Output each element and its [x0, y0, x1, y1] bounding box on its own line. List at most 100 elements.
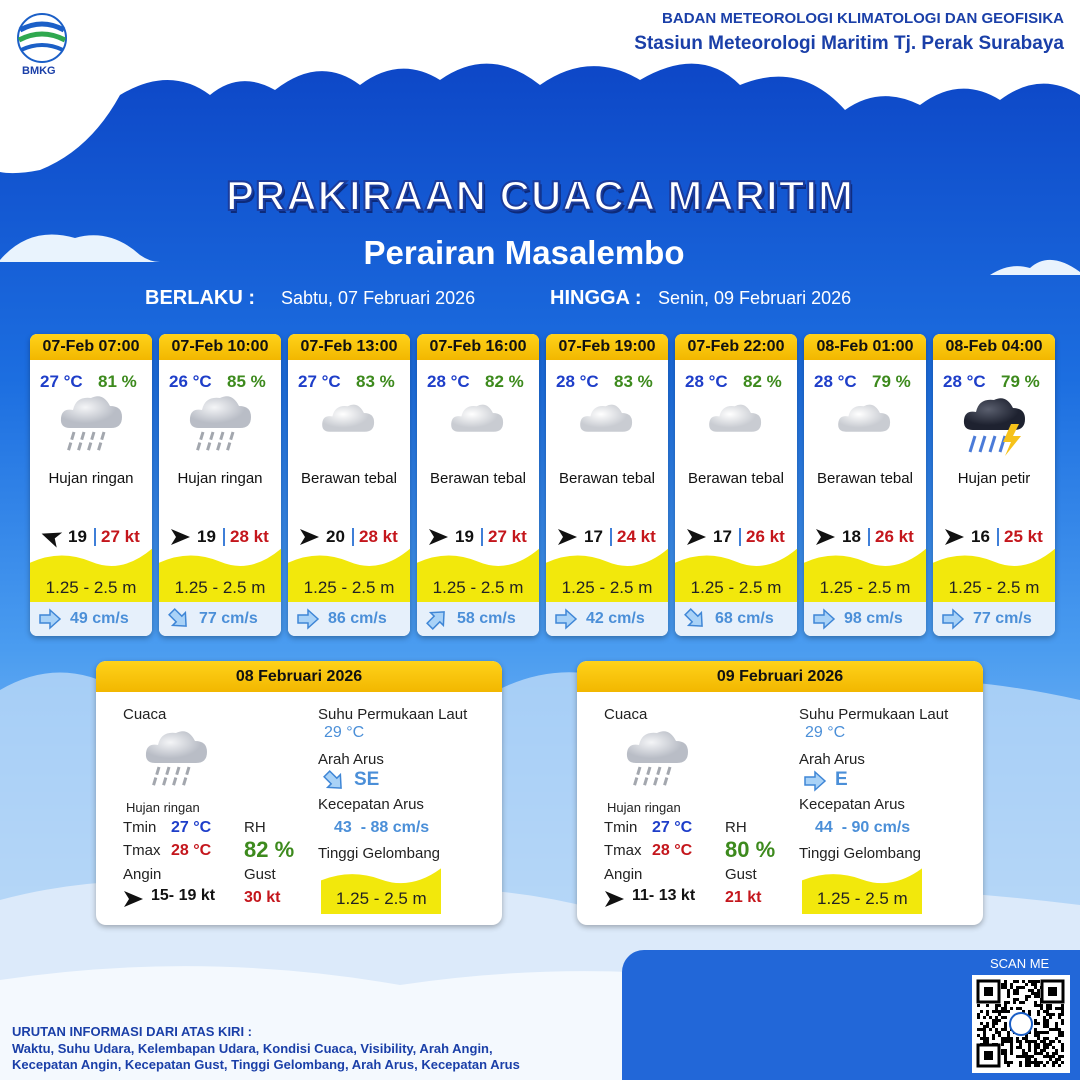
- forecast-card: 08-Feb 04:00 28 °C 79 % Hujan petir 16 25 kt 1…: [933, 334, 1055, 636]
- wind-label: Angin: [123, 866, 162, 883]
- footer-line: Waktu, Suhu Udara, Kelembapan Udara, Kon…: [12, 1041, 493, 1056]
- humidity: 85 %: [227, 372, 266, 391]
- current-arrow: [426, 611, 445, 630]
- weather-condition: Hujan ringan: [177, 470, 263, 487]
- current-speed: 86 cm/s: [328, 610, 387, 627]
- wind-arrow: [171, 529, 190, 545]
- valid-to: Senin, 09 Februari 2026: [658, 288, 852, 308]
- wind-range: 15- 19 kt: [151, 887, 216, 904]
- sst: 29 °C: [324, 724, 365, 741]
- forecast-card: 07-Feb 22:00 28 °C 82 % Berawan tebal 17 26 k…: [675, 334, 797, 636]
- humidity: 82 %: [743, 372, 782, 391]
- humidity: 83 %: [614, 372, 653, 391]
- gust-speed: 27 kt: [488, 527, 527, 546]
- current-speed: 68 cm/s: [715, 610, 774, 627]
- valid-from: Sabtu, 07 Februari 2026: [281, 288, 476, 308]
- tmax: 28 °C: [652, 842, 693, 859]
- weather-icon: [626, 731, 688, 788]
- humidity: 79 %: [1001, 372, 1040, 391]
- forecast-time: 08-Feb 01:00: [804, 334, 926, 360]
- agency-name: BADAN METEOROLOGI KLIMATOLOGI DAN GEOFIS…: [662, 10, 1064, 27]
- temperature: 28 °C: [943, 372, 986, 391]
- current-arrow: [813, 608, 836, 630]
- forecast-card: 08-Feb 01:00 28 °C 79 % Berawan tebal 18 26 k…: [804, 334, 926, 636]
- subtitle: Perairan Masalembo: [363, 234, 685, 271]
- weather-condition: Hujan petir: [957, 470, 1031, 487]
- current-arrow: [684, 608, 703, 627]
- current-speed: 43 - 88 cm/s: [334, 819, 430, 836]
- current-arrow: [168, 608, 187, 627]
- temperature: 27 °C: [40, 372, 83, 391]
- weather-icon: [838, 404, 891, 432]
- wind-speed: 19: [197, 527, 216, 546]
- weather-icon: [580, 404, 633, 432]
- gust: 30 kt: [244, 889, 281, 906]
- current-direction-label: Arah Arus: [799, 751, 865, 768]
- title: PRAKIRAAN CUACA MARITIM: [225, 171, 855, 220]
- rh: 80 %: [725, 837, 776, 862]
- sst: 29 °C: [805, 724, 846, 741]
- gust-label: Gust: [725, 866, 757, 883]
- wind-arrow: [300, 529, 319, 545]
- wind-label: Angin: [604, 866, 643, 883]
- forecast-time: 07-Feb 10:00: [159, 334, 281, 360]
- current-arrow: [39, 608, 62, 630]
- wave-shape: [933, 548, 1055, 602]
- sst-label: Suhu Permukaan Laut: [318, 706, 468, 723]
- weather-condition: Hujan ringan: [48, 470, 134, 487]
- rh-label: RH: [244, 819, 266, 836]
- daily-date: 09 Februari 2026: [577, 661, 983, 692]
- tmax: 28 °C: [171, 842, 212, 859]
- wind-speed: 18: [842, 527, 861, 546]
- wave-label: Tinggi Gelombang: [799, 845, 922, 862]
- current-arrow: [323, 770, 342, 789]
- forecast-time: 07-Feb 16:00: [417, 334, 539, 360]
- tmin-label: Tmin: [123, 819, 157, 836]
- wave-shape: [321, 868, 441, 914]
- gust-speed: 26 kt: [746, 527, 785, 546]
- tmin: 27 °C: [652, 819, 693, 836]
- separator: [997, 528, 999, 546]
- wave-height: 1.25 - 2.5 m: [817, 889, 908, 908]
- wave-shape: [30, 548, 152, 602]
- valid-to-label: HINGGA :: [550, 287, 642, 309]
- humidity: 83 %: [356, 372, 395, 391]
- temperature: 26 °C: [169, 372, 212, 391]
- current-speed: 42 cm/s: [586, 610, 645, 627]
- separator: [223, 528, 225, 546]
- weather-label: Cuaca: [604, 706, 648, 723]
- wave-label: Tinggi Gelombang: [318, 845, 441, 862]
- daily-panel: 08 Februari 2026 Cuaca Hujan ringan Tmin 27 …: [96, 661, 502, 925]
- footer-title: URUTAN INFORMASI DARI ATAS KIRI :: [12, 1024, 252, 1039]
- footer-line: Kecepatan Angin, Kecepatan Gust, Tinggi …: [12, 1057, 520, 1072]
- wind-range: 11- 13 kt: [632, 887, 696, 904]
- forecast-time: 07-Feb 07:00: [30, 334, 152, 360]
- wave-shape: [288, 548, 410, 602]
- wave-shape: [417, 548, 539, 602]
- sst-label: Suhu Permukaan Laut: [799, 706, 949, 723]
- wind-arrow: [945, 529, 964, 545]
- current-speed: 58 cm/s: [457, 610, 516, 627]
- temperature: 28 °C: [814, 372, 857, 391]
- wind-speed: 20: [326, 527, 345, 546]
- wave-shape: [802, 868, 922, 914]
- daily-date: 08 Februari 2026: [96, 661, 502, 692]
- tmin-label: Tmin: [604, 819, 638, 836]
- wind-arrow: [558, 529, 577, 545]
- weather-icon: [709, 404, 762, 432]
- temperature: 28 °C: [685, 372, 728, 391]
- logo-text: BMKG: [22, 65, 56, 77]
- wind-arrow: [687, 529, 706, 545]
- weather-condition: Berawan tebal: [559, 470, 655, 487]
- separator: [868, 528, 870, 546]
- current-arrow: [804, 770, 827, 792]
- separator: [610, 528, 612, 546]
- valid-from-label: BERLAKU :: [145, 287, 255, 309]
- wind-speed: 17: [584, 527, 603, 546]
- wave-shape: [804, 548, 926, 602]
- gust-speed: 26 kt: [875, 527, 914, 546]
- gust-label: Gust: [244, 866, 276, 883]
- separator: [739, 528, 741, 546]
- gust-speed: 28 kt: [359, 527, 398, 546]
